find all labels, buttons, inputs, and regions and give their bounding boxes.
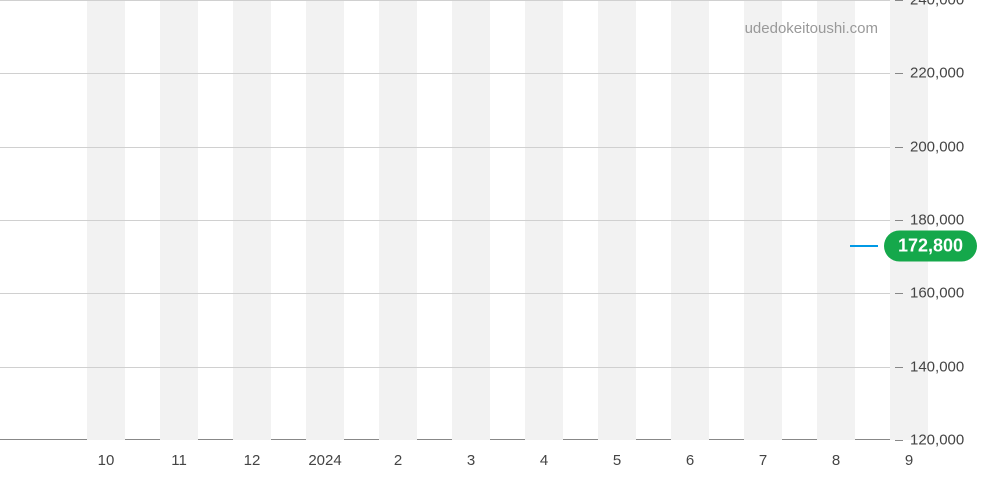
gridline-horizontal: [0, 147, 890, 148]
gridline-horizontal: [0, 0, 890, 1]
x-axis-label: 4: [540, 452, 548, 469]
price-chart: udedokeitoushi.com 120,000 140,000 160,000…: [0, 0, 1000, 500]
gridline-horizontal: [0, 367, 890, 368]
y-tick: [895, 73, 903, 74]
x-axis-label: 10: [98, 452, 115, 469]
y-tick: [895, 147, 903, 148]
y-tick: [895, 0, 903, 1]
watermark: udedokeitoushi.com: [745, 20, 878, 37]
gridline-horizontal: [0, 293, 890, 294]
plot-area: udedokeitoushi.com: [0, 0, 890, 440]
x-axis-label: 8: [832, 452, 840, 469]
y-tick: [895, 220, 903, 221]
y-axis-label: 120,000: [910, 432, 964, 449]
y-axis-label: 140,000: [910, 358, 964, 375]
x-axis-label: 3: [467, 452, 475, 469]
y-tick: [895, 367, 903, 368]
y-axis-label: 220,000: [910, 65, 964, 82]
current-value-pill: 172,800: [884, 231, 977, 262]
y-tick: [895, 293, 903, 294]
y-axis-label: 240,000: [910, 0, 964, 9]
y-tick: [895, 440, 903, 441]
x-axis-label: 6: [686, 452, 694, 469]
x-axis-label: 2024: [308, 452, 341, 469]
data-line-segment: [850, 245, 878, 247]
x-axis-label: 7: [759, 452, 767, 469]
y-axis-label: 200,000: [910, 138, 964, 155]
x-axis-label: 2: [394, 452, 402, 469]
gridline-horizontal: [0, 73, 890, 74]
y-axis-label: 160,000: [910, 285, 964, 302]
x-axis-label: 11: [171, 452, 187, 469]
x-axis-label: 5: [613, 452, 621, 469]
x-axis-label: 12: [244, 452, 261, 469]
x-axis-label: 9: [905, 452, 913, 469]
y-axis-label: 180,000: [910, 212, 964, 229]
gridline-horizontal: [0, 220, 890, 221]
